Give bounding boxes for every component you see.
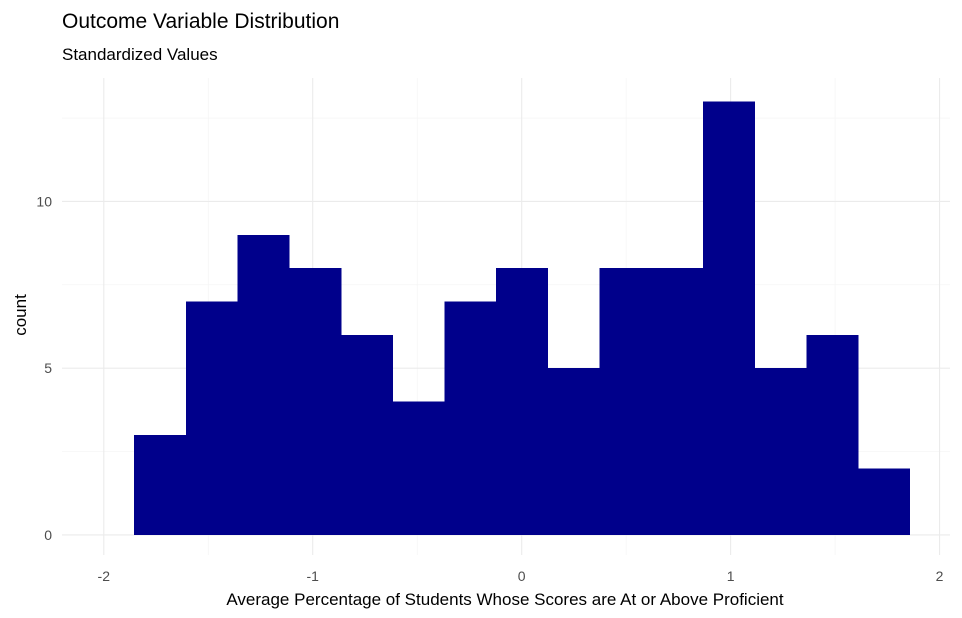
histogram-bar — [134, 434, 187, 535]
x-tick-label: 2 — [936, 568, 944, 584]
histogram-bar — [547, 368, 600, 535]
histogram-bar — [806, 334, 859, 535]
x-tick-label: 1 — [727, 568, 735, 584]
histogram-bar — [392, 401, 445, 535]
y-tick-label: 5 — [44, 360, 52, 376]
histogram-bar — [858, 468, 911, 535]
tick-labels: -2 -1 0 1 2 0 5 10 — [36, 193, 943, 584]
x-tick-label: 0 — [518, 568, 526, 584]
histogram-bar — [702, 101, 756, 535]
histogram-bar — [651, 268, 704, 535]
histogram-bar — [289, 268, 342, 535]
x-tick-label: -2 — [98, 568, 111, 584]
histogram-bars — [134, 101, 911, 535]
histogram-bar — [237, 234, 290, 535]
x-tick-label: -1 — [307, 568, 320, 584]
chart-title: Outcome Variable Distribution — [62, 10, 339, 33]
histogram-bar — [754, 368, 807, 535]
histogram-bar — [340, 334, 394, 535]
y-axis-title: count — [11, 294, 30, 336]
chart-subtitle: Standardized Values — [62, 45, 218, 64]
y-tick-label: 0 — [44, 527, 52, 543]
histogram-bar — [599, 268, 652, 535]
histogram-bar — [185, 301, 238, 535]
histogram-bar — [444, 301, 497, 535]
x-axis-title: Average Percentage of Students Whose Sco… — [226, 590, 784, 609]
y-tick-label: 10 — [36, 193, 52, 209]
histogram-bar — [496, 268, 549, 535]
